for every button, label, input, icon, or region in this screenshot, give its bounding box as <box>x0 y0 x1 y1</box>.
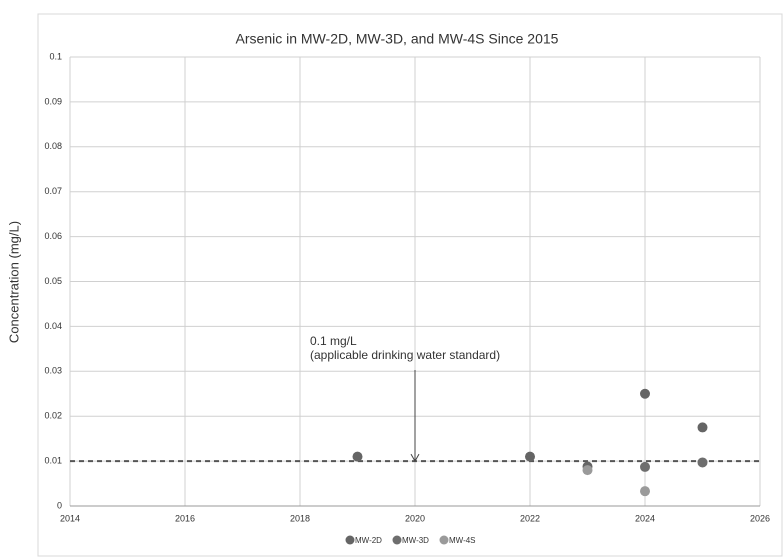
x-tick-label: 2014 <box>60 513 80 523</box>
legend-label: MW-2D <box>355 536 382 545</box>
data-point <box>640 461 650 472</box>
y-tick-label: 0.09 <box>44 96 62 106</box>
data-point <box>640 486 650 497</box>
legend-marker <box>439 535 449 545</box>
x-tick-label: 2022 <box>520 513 540 523</box>
legend-marker <box>392 535 402 545</box>
y-axis-label: Concentration (mg/L) <box>6 221 21 343</box>
data-point <box>697 422 708 433</box>
legend-label: MW-4S <box>449 536 476 545</box>
data-point <box>582 465 593 476</box>
y-tick-label: 0.03 <box>44 366 62 376</box>
x-tick-label: 2020 <box>405 513 425 523</box>
y-tick-label: 0.08 <box>44 141 62 151</box>
x-tick-label: 2016 <box>175 513 195 523</box>
chart-title: Arsenic in MW-2D, MW-3D, and MW-4S Since… <box>236 31 559 47</box>
y-tick-label: 0.05 <box>44 276 62 286</box>
data-point <box>697 457 708 468</box>
y-tick-label: 0.04 <box>44 321 62 331</box>
y-tick-label: 0 <box>57 500 62 510</box>
data-point <box>352 451 363 462</box>
annotation-text: (applicable drinking water standard) <box>310 348 500 362</box>
y-tick-label: 0.01 <box>44 455 62 465</box>
y-tick-label: 0.07 <box>44 186 62 196</box>
x-tick-label: 2024 <box>635 513 655 523</box>
chart-frame <box>37 13 783 557</box>
y-tick-label: 0.02 <box>44 411 62 421</box>
annotation-text: 0.1 mg/L <box>310 334 357 348</box>
x-tick-label: 2026 <box>750 513 770 523</box>
y-tick-label: 0.1 <box>49 51 62 61</box>
legend-marker <box>345 535 355 545</box>
arrow-head <box>410 453 420 463</box>
legend-label: MW-3D <box>402 536 429 545</box>
x-tick-label: 2018 <box>290 513 310 523</box>
y-tick-label: 0.06 <box>44 231 62 241</box>
data-point <box>525 451 535 462</box>
data-point <box>640 388 650 399</box>
